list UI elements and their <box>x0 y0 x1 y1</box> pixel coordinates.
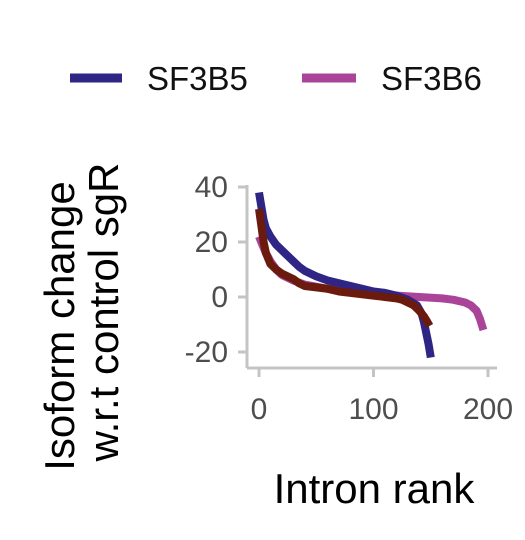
series-line-overlay <box>255 208 434 328</box>
x-axis-ticks: 0 100 200 <box>251 368 513 426</box>
y-axis-title: Isoform change w.r.t control sgR <box>36 163 127 471</box>
y-tick-label: 40 <box>195 171 228 204</box>
x-axis-title: Intron rank <box>274 465 476 512</box>
x-tick-label: 100 <box>348 393 398 426</box>
y-axis-title-line-1: Isoform change <box>36 181 83 471</box>
series-layer <box>255 191 488 359</box>
legend-label-sf3b6: SF3B6 <box>381 60 482 97</box>
y-tick-label: -20 <box>185 336 228 369</box>
y-axis-ticks: 40 20 0 -20 <box>185 171 247 369</box>
x-tick-label: 200 <box>463 393 513 426</box>
y-tick-label: 20 <box>195 226 228 259</box>
legend: SF3B5 SF3B6 <box>70 60 482 97</box>
y-axis-title-line-2: w.r.t control sgR <box>80 163 127 463</box>
x-tick-label: 0 <box>251 393 268 426</box>
y-tick-label: 0 <box>211 281 228 314</box>
legend-label-sf3b5: SF3B5 <box>147 60 248 97</box>
